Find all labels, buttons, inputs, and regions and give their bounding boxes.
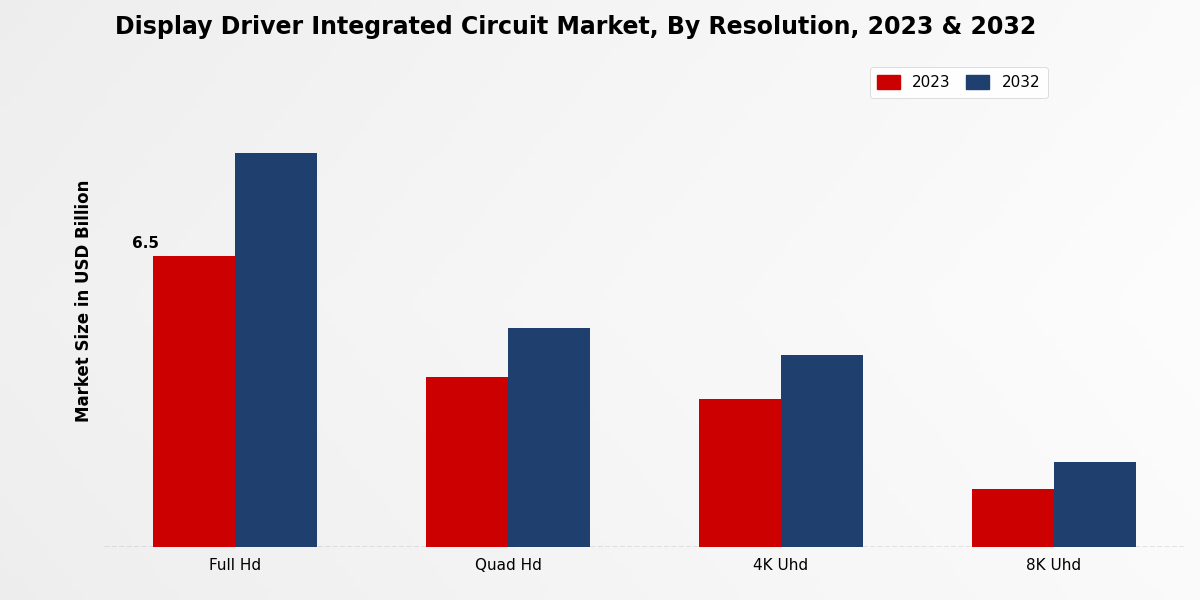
Bar [972,489,1054,547]
Bar [426,377,508,547]
Bar [700,399,781,547]
Bar [1054,462,1136,547]
Legend: 2023, 2032: 2023, 2032 [870,67,1048,98]
Text: Display Driver Integrated Circuit Market, By Resolution, 2023 & 2032: Display Driver Integrated Circuit Market… [115,15,1036,39]
Bar [781,355,863,547]
Bar [508,328,590,547]
Y-axis label: Market Size in USD Billion: Market Size in USD Billion [74,179,94,422]
Bar [154,256,235,547]
Bar [235,153,317,547]
Text: 6.5: 6.5 [132,236,158,251]
